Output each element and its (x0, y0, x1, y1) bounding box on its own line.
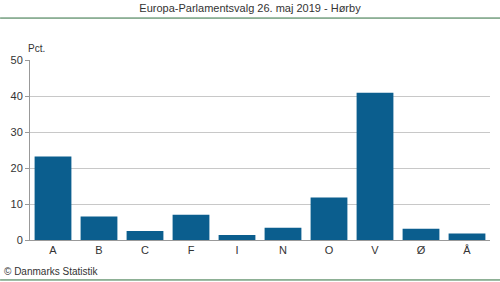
svg-text:V: V (371, 244, 379, 256)
svg-text:N: N (279, 244, 287, 256)
svg-text:20: 20 (11, 162, 23, 174)
svg-text:0: 0 (17, 234, 23, 246)
svg-text:A: A (49, 244, 57, 256)
svg-text:I: I (235, 244, 238, 256)
svg-text:10: 10 (11, 198, 23, 210)
svg-text:C: C (141, 244, 149, 256)
svg-text:© Danmarks Statistik: © Danmarks Statistik (4, 266, 99, 277)
svg-text:F: F (188, 244, 195, 256)
svg-text:O: O (325, 244, 334, 256)
svg-text:50: 50 (11, 54, 23, 66)
svg-text:B: B (95, 244, 102, 256)
svg-text:30: 30 (11, 126, 23, 138)
svg-text:40: 40 (11, 90, 23, 102)
svg-text:Europa-Parlamentsvalg 26. maj: Europa-Parlamentsvalg 26. maj 2019 - Hør… (139, 2, 361, 14)
svg-text:Å: Å (463, 244, 471, 256)
svg-text:Pct.: Pct. (28, 43, 45, 54)
svg-text:Ø: Ø (417, 244, 426, 256)
